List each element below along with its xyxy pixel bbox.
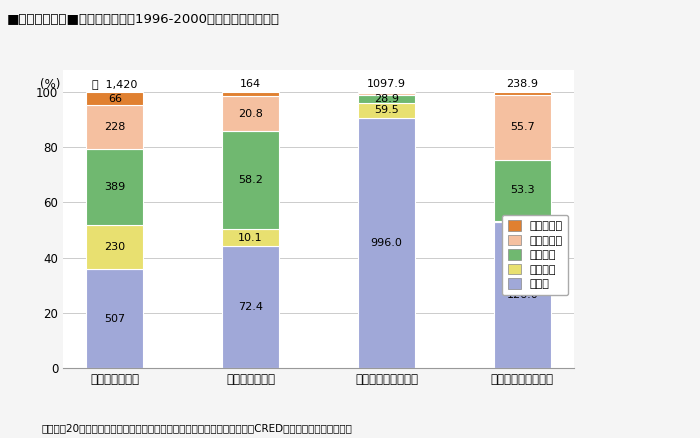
Legend: オセアニア, ヨーロッパ, アメリカ, アフリカ, アジア: オセアニア, ヨーロッパ, アメリカ, アフリカ, アジア [502, 215, 568, 295]
Text: 53.3: 53.3 [510, 185, 535, 195]
Bar [222, 246, 279, 368]
Text: 59.5: 59.5 [374, 105, 399, 115]
Text: 996.0: 996.0 [370, 238, 402, 248]
Text: 1097.9: 1097.9 [367, 79, 406, 89]
Text: 507: 507 [104, 314, 125, 324]
Text: 28.9: 28.9 [374, 94, 399, 104]
Bar [222, 96, 279, 131]
Text: 55.7: 55.7 [510, 122, 535, 132]
Text: 66: 66 [108, 94, 122, 103]
Text: 228: 228 [104, 122, 125, 132]
Text: 20.8: 20.8 [238, 109, 263, 119]
Bar [358, 93, 415, 95]
Text: （注）〈20世紀アジア自然災害データブック」（アジア防災センター），CRED資料を基に内閣府作成。: （注）〈20世紀アジア自然災害データブック」（アジア防災センター），CRED資料… [42, 424, 353, 434]
Bar [358, 95, 415, 102]
Bar [222, 229, 279, 246]
Text: ■図４－１－２■　地域別に見た1996-2000年の世界の自然災害: ■図４－１－２■ 地域別に見た1996-2000年の世界の自然災害 [7, 13, 280, 26]
Bar [494, 92, 551, 95]
Text: 238.9: 238.9 [506, 79, 538, 89]
Text: 389: 389 [104, 182, 125, 192]
Bar [86, 225, 144, 269]
Bar [222, 92, 279, 96]
Bar [86, 92, 144, 105]
Bar [86, 105, 144, 149]
Text: 164: 164 [240, 79, 261, 89]
Text: 126.0: 126.0 [506, 290, 538, 300]
Bar [494, 221, 551, 223]
Bar [86, 149, 144, 225]
Bar [494, 159, 551, 221]
Bar [222, 131, 279, 229]
Text: 58.2: 58.2 [238, 175, 263, 185]
Bar [494, 95, 551, 159]
Bar [358, 92, 415, 93]
Text: (%): (%) [40, 78, 60, 92]
Text: 計  1,420: 計 1,420 [92, 79, 137, 89]
Bar [494, 223, 551, 368]
Text: 230: 230 [104, 242, 125, 252]
Text: 72.4: 72.4 [238, 302, 263, 312]
Bar [358, 102, 415, 117]
Text: 10.1: 10.1 [238, 233, 263, 243]
Bar [358, 117, 415, 368]
Bar [86, 269, 144, 368]
